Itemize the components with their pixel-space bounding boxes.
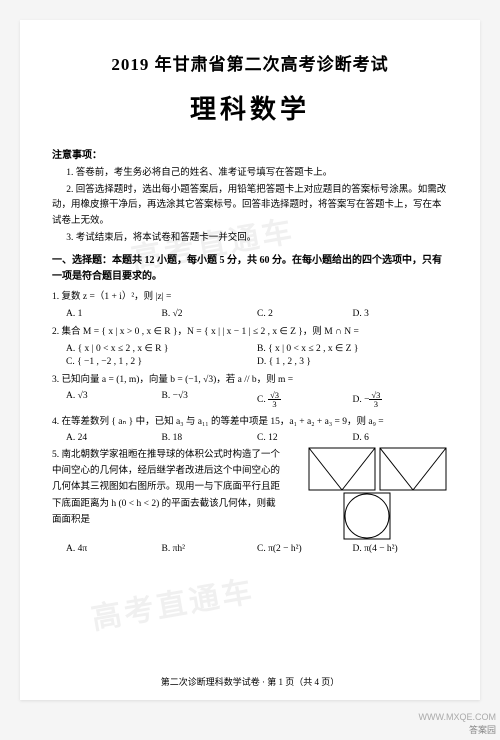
- three-view-diagram: [308, 447, 448, 541]
- option: D. π(4 − h²): [353, 544, 449, 554]
- exam-title: 2019 年甘肃省第二次高考诊断考试: [52, 50, 448, 75]
- q5-line: 5. 南北朝数学家祖暅在推导球的体积公式时构造了一个: [52, 447, 302, 463]
- option: B. { x | 0 < x ≤ 2 , x ∈ Z }: [257, 343, 448, 354]
- option: C. { −1 , −2 , 1 , 2 }: [66, 357, 257, 367]
- site-url-watermark: WWW.MXQE.COM: [419, 712, 497, 722]
- question-4: 4. 在等差数列 { aₙ } 中，已知 a₃ 与 a₁₁ 的等差中项是 15，…: [52, 415, 448, 430]
- option: B. 18: [162, 433, 258, 443]
- notice-item: 1. 答卷前，考生务必将自己的姓名、准考证号填写在答题卡上。: [52, 166, 448, 182]
- opt-prefix: D. −: [353, 395, 370, 405]
- exam-subject: 理科数学: [52, 89, 448, 126]
- question-3: 3. 已知向量 a = (1, m)，向量 b = (−1, √3)，若 a /…: [52, 373, 448, 388]
- fraction: √33: [268, 391, 281, 409]
- option: A. √3: [66, 391, 162, 409]
- notice-item: 2. 回答选择题时，选出每小题答案后，用铅笔把答题卡上对应题目的答案标号涂黑。如…: [52, 183, 448, 230]
- notice-item: 3. 考试结束后，将本试卷和答题卡一并交回。: [52, 231, 448, 247]
- option: A. 4π: [66, 544, 162, 554]
- site-name-watermark: 答案园: [469, 723, 496, 736]
- option: B. −√3: [162, 391, 258, 409]
- option: C. √33: [257, 391, 353, 409]
- option: D. { 1 , 2 , 3 }: [257, 357, 448, 367]
- q5-options: A. 4π B. πh² C. π(2 − h²) D. π(4 − h²): [52, 544, 448, 554]
- q4-options: A. 24 B. 18 C. 12 D. 6: [52, 433, 448, 443]
- exam-page: 2019 年甘肃省第二次高考诊断考试 理科数学 注意事项： 1. 答卷前，考生务…: [20, 20, 480, 700]
- denominator: 3: [369, 400, 382, 409]
- q1-options: A. 1 B. √2 C. 2 D. 3: [52, 309, 448, 319]
- q2-options-row2: C. { −1 , −2 , 1 , 2 } D. { 1 , 2 , 3 }: [52, 357, 448, 367]
- question-5-text: 5. 南北朝数学家祖暅在推导球的体积公式时构造了一个 中间空心的几何体，经后继学…: [52, 447, 302, 541]
- notice-heading: 注意事项：: [52, 146, 448, 161]
- page-footer: 第二次诊断理科数学试卷 · 第 1 页（共 4 页）: [20, 675, 480, 688]
- option: B. √2: [162, 309, 258, 319]
- option: C. π(2 − h²): [257, 544, 353, 554]
- q5-line: 几何体其三视图如右图所示。现用一与下底面平行且距: [52, 479, 302, 495]
- option: A. 1: [66, 309, 162, 319]
- option: A. { x | 0 < x ≤ 2 , x ∈ R }: [66, 343, 257, 354]
- q5-line: 中间空心的几何体，经后继学者改进后这个中间空心的: [52, 463, 302, 479]
- option: D. 3: [353, 309, 449, 319]
- option: D. 6: [353, 433, 449, 443]
- fraction: √33: [369, 391, 382, 409]
- section-heading: 一、选择题：本题共 12 小题，每小题 5 分，共 60 分。在每小题给出的四个…: [52, 253, 448, 284]
- option: B. πh²: [162, 544, 258, 554]
- question-5-wrap: 5. 南北朝数学家祖暅在推导球的体积公式时构造了一个 中间空心的几何体，经后继学…: [52, 447, 448, 541]
- opt-prefix: C.: [257, 395, 268, 405]
- q5-line: 面面积是: [52, 512, 302, 528]
- watermark: 高考直通车: [87, 566, 257, 638]
- option: A. 24: [66, 433, 162, 443]
- option: D. −√33: [353, 391, 449, 409]
- denominator: 3: [268, 400, 281, 409]
- question-2: 2. 集合 M = { x | x > 0 , x ∈ R }，N = { x …: [52, 325, 448, 340]
- q2-options: A. { x | 0 < x ≤ 2 , x ∈ R } B. { x | 0 …: [52, 343, 448, 354]
- q5-line: 下底面距离为 h (0 < h < 2) 的平面去截该几何体，则截: [52, 496, 302, 512]
- option: C. 12: [257, 433, 353, 443]
- question-1: 1. 复数 z =（1 + i）²，则 |z| =: [52, 290, 448, 305]
- option: C. 2: [257, 309, 353, 319]
- q3-options: A. √3 B. −√3 C. √33 D. −√33: [52, 391, 448, 409]
